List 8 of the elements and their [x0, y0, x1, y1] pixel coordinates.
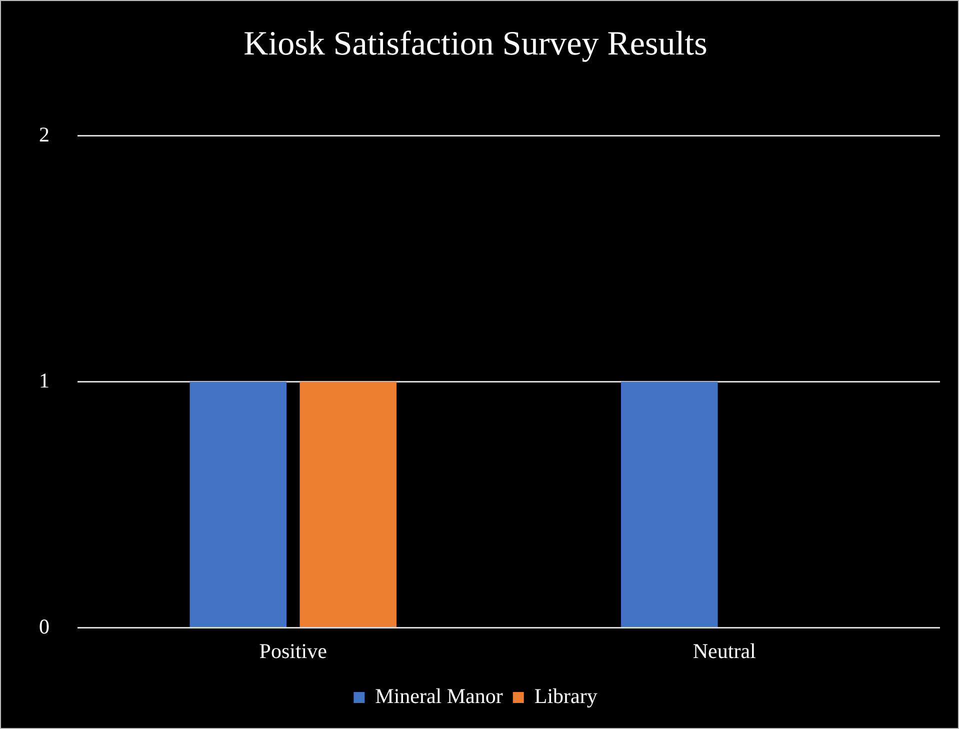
- y-tick-label: 1: [39, 368, 50, 392]
- x-tick-label: Neutral: [692, 638, 756, 663]
- y-tick-label: 2: [39, 122, 50, 146]
- x-tick-label: Positive: [259, 638, 327, 663]
- legend-label: Library: [534, 684, 598, 708]
- y-tick-label: 0: [39, 614, 50, 638]
- chart-title: Kiosk Satisfaction Survey Results: [244, 25, 708, 62]
- legend-label: Mineral Manor: [375, 684, 503, 708]
